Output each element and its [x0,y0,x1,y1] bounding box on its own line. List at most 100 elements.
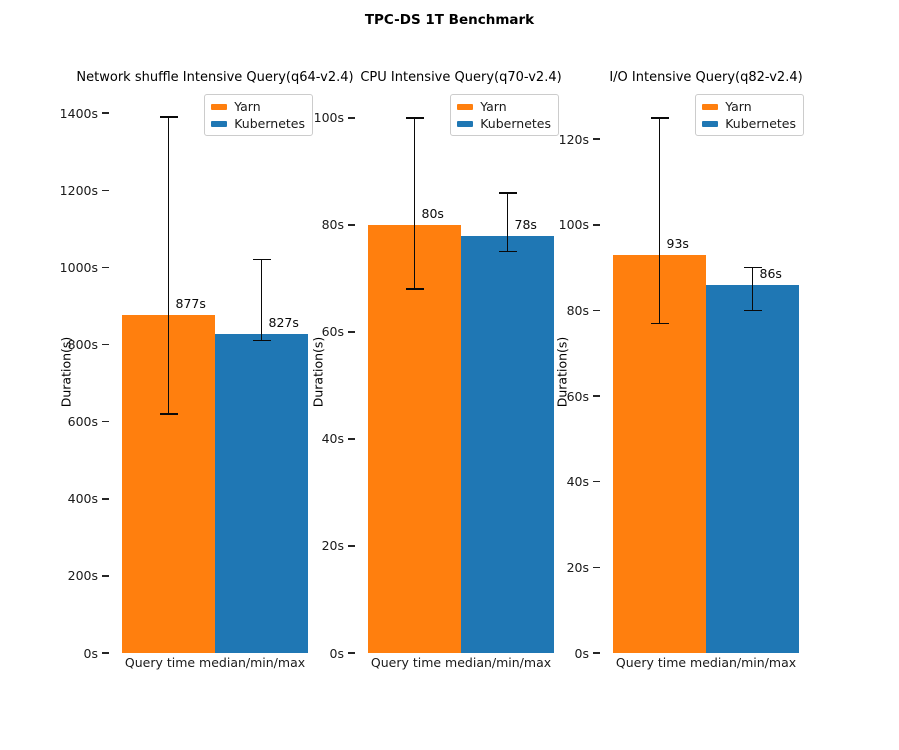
y-tick: 100s [313,110,355,126]
y-tick-label: 80s [566,302,589,318]
y-tick-mark [593,138,600,140]
y-tick: 120s [558,131,600,147]
y-tick-mark [593,395,600,397]
figure-title: TPC-DS 1T Benchmark [364,12,535,28]
y-tick-mark [348,331,355,333]
y-tick-label: 60s [321,324,344,340]
bar-value-label: 93s [666,235,689,251]
errorbar-cap-min-kubernetes [252,339,271,342]
y-tick-mark [102,652,109,654]
errorbar-cap-max-yarn [405,117,424,119]
y-tick-label: 600s [67,414,98,430]
bar-value-label: 78s [514,216,537,232]
errorbar-cap-max-yarn [159,116,178,118]
y-tick: 20s [566,559,600,575]
errorbar-cap-max-yarn [650,117,669,119]
y-tick-mark [593,309,600,312]
bar-value-label: 827s [268,315,299,331]
y-tick-mark [348,224,355,226]
legend-row-kubernetes: Kubernetes [457,116,551,131]
y-tick: 0s [83,645,109,661]
y-tick-label: 40s [566,474,589,490]
y-tick: 1200s [60,183,109,198]
legend-label-yarn: Yarn [480,99,507,114]
errorbar-cap-min-yarn [405,288,424,290]
y-tick: 0s [330,646,355,661]
y-tick-mark [593,480,600,483]
legend-swatch-kubernetes [702,120,719,127]
y-tick-mark [593,652,600,654]
subplot-title: CPU Intensive Query(q70-v2.4) [360,70,562,85]
y-tick-label: 0s [574,645,589,661]
y-tick-label: 0s [83,645,98,661]
y-tick-label: 1000s [59,259,98,275]
errorbar-cap-max-kubernetes [743,266,762,269]
y-tick: 800s [67,337,109,352]
legend-row-kubernetes: Kubernetes [211,116,305,131]
errorbar-cap-min-yarn [159,413,178,415]
y-tick-label: 800s [67,337,98,352]
y-tick-label: 120s [558,131,589,147]
y-tick-mark [102,112,109,114]
y-tick: 80s [321,217,355,233]
bar-value-label: 80s [421,205,444,221]
x-axis-label: Query time median/min/max [615,655,797,670]
errorbar-line-kubernetes [751,267,754,311]
y-tick-label: 20s [566,559,589,575]
y-tick: 400s [67,491,109,507]
bar-value-label: 877s [175,295,206,311]
y-tick: 1000s [59,259,109,275]
legend-box: Yarn Kubernetes [204,94,313,136]
y-tick-mark [593,224,600,226]
legend-row-yarn: Yarn [702,99,796,114]
y-tick: 100s [558,217,600,233]
y-tick: 1400s [59,105,109,121]
y-tick-mark [102,189,109,191]
legend-box: Yarn Kubernetes [695,94,804,136]
legend-swatch-yarn [211,103,228,110]
legend-label-kubernetes: Kubernetes [725,116,796,131]
errorbar-cap-max-kubernetes [252,258,271,261]
y-tick-mark [348,438,355,440]
y-tick: 80s [566,302,600,318]
y-tick-label: 1400s [59,105,98,121]
legend-swatch-kubernetes [211,120,228,127]
legend-label-kubernetes: Kubernetes [480,116,551,131]
y-tick: 40s [321,431,355,447]
y-tick: 600s [67,414,109,430]
y-tick-mark [348,117,355,119]
bar-kubernetes [461,235,554,653]
bar-kubernetes [215,334,308,653]
y-tick-label: 60s [566,388,589,404]
y-tick-label: 40s [321,431,344,447]
y-tick: 60s [321,324,355,340]
legend-label-yarn: Yarn [725,99,752,114]
errorbar-line-kubernetes [506,192,509,252]
y-tick: 40s [566,474,600,490]
legend-label-yarn: Yarn [234,99,261,114]
y-tick-mark [102,498,109,500]
y-tick: 0s [574,645,600,661]
errorbar-cap-min-kubernetes [498,250,517,253]
duration-axis-label: Duration(s) [310,336,326,407]
y-tick: 200s [67,568,109,584]
bar-yarn [368,224,461,653]
subplot-title: Network shuffle Intensive Query(q64-v2.4… [76,70,354,85]
y-tick-mark [102,420,109,423]
y-tick-label: 100s [558,217,589,233]
legend-row-yarn: Yarn [211,99,305,114]
errorbar-cap-min-kubernetes [743,309,762,312]
legend-swatch-kubernetes [457,120,474,127]
y-tick-label: 200s [67,568,98,584]
legend-row-kubernetes: Kubernetes [702,116,796,131]
legend-swatch-yarn [702,103,719,110]
y-tick-mark [348,545,355,547]
y-tick-label: 400s [67,491,98,507]
y-tick-mark [102,575,109,577]
y-tick-label: 100s [313,110,344,126]
y-tick-label: 80s [321,217,344,233]
y-tick-mark [593,566,600,569]
y-tick: 20s [322,538,355,553]
y-tick: 60s [566,388,600,404]
